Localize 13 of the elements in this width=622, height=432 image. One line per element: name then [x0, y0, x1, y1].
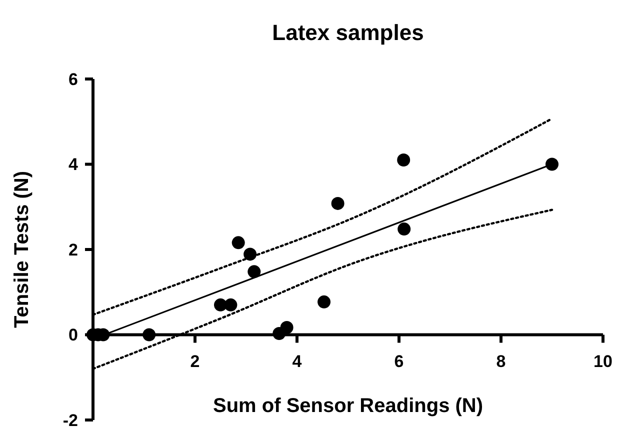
y-tick-label: 6: [68, 70, 78, 89]
x-axis-title: Sum of Sensor Readings (N): [212, 395, 484, 417]
chart-title: Latex samples: [272, 20, 424, 45]
x-tick-label: 10: [594, 352, 612, 371]
x-tick-label: 2: [190, 352, 200, 371]
y-tick-label: 0: [68, 326, 78, 345]
x-tick-label: 8: [496, 352, 506, 371]
y-tick-label: 2: [68, 240, 78, 260]
x-tick-label: 6: [394, 352, 404, 371]
y-tick-label: 4: [68, 155, 79, 174]
x-tick-label: 4: [292, 352, 302, 371]
y-axis-title: Tensile Tests (N): [11, 170, 33, 328]
y-tick-label: -2: [62, 410, 78, 430]
